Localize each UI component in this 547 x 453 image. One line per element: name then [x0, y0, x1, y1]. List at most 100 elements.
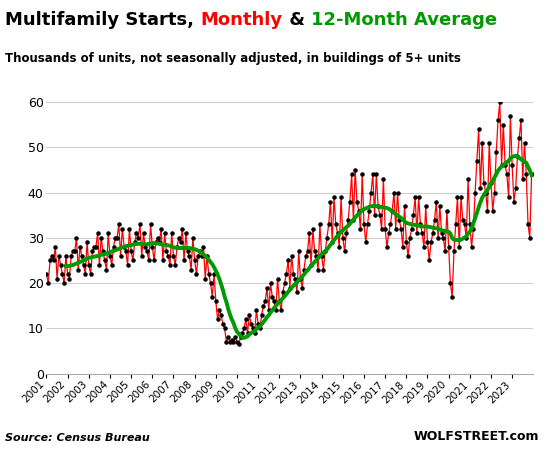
Point [171, 261, 179, 269]
Point [453, 193, 462, 201]
Point [264, 307, 273, 314]
Point [202, 252, 211, 260]
Point [490, 189, 499, 196]
Point [513, 153, 522, 160]
Point [391, 225, 400, 232]
Point [45, 257, 54, 264]
Point [377, 225, 386, 232]
Point [483, 207, 492, 214]
Point [206, 280, 215, 287]
Point [353, 198, 362, 205]
Point [106, 252, 114, 260]
Point [476, 184, 485, 192]
Point [81, 270, 90, 278]
Point [83, 239, 91, 246]
Point [508, 162, 516, 169]
Point [97, 234, 106, 241]
Point [480, 180, 488, 187]
Point [425, 257, 434, 264]
Point [312, 252, 321, 260]
Point [317, 252, 326, 260]
Point [98, 248, 107, 255]
Point [414, 193, 423, 201]
Point [190, 257, 199, 264]
Point [194, 252, 202, 260]
Point [144, 257, 153, 264]
Point [225, 338, 234, 346]
Point [280, 280, 289, 287]
Point [501, 162, 509, 169]
Text: Multifamily Starts,: Multifamily Starts, [5, 11, 201, 29]
Point [492, 148, 501, 155]
Point [362, 239, 370, 246]
Point [448, 293, 457, 300]
Point [197, 252, 206, 260]
Point [55, 252, 63, 260]
Point [100, 257, 109, 264]
Point [164, 252, 173, 260]
Point [278, 289, 287, 296]
Point [238, 329, 247, 337]
Point [182, 230, 190, 237]
Point [520, 139, 529, 146]
Point [400, 202, 409, 210]
Point [434, 234, 443, 241]
Point [328, 239, 336, 246]
Point [515, 135, 523, 142]
Point [421, 202, 430, 210]
Point [273, 275, 282, 282]
Point [526, 234, 534, 241]
Point [229, 338, 238, 346]
Point [234, 341, 243, 348]
Point [354, 207, 363, 214]
Point [342, 230, 351, 237]
Point [335, 243, 344, 251]
Point [298, 284, 307, 291]
Point [139, 230, 148, 237]
Point [471, 189, 480, 196]
Point [166, 261, 174, 269]
Point [420, 243, 428, 251]
Point [301, 252, 310, 260]
Point [208, 293, 217, 300]
Point [523, 221, 532, 228]
Point [42, 270, 51, 278]
Text: Source: Census Bureau: Source: Census Bureau [5, 433, 150, 443]
Point [231, 334, 240, 341]
Point [192, 270, 201, 278]
Point [125, 225, 134, 232]
Point [388, 207, 397, 214]
Point [372, 171, 381, 178]
Point [497, 162, 506, 169]
Point [141, 243, 150, 251]
Point [266, 280, 275, 287]
Point [56, 261, 65, 269]
Point [395, 216, 404, 223]
Point [382, 243, 391, 251]
Point [104, 230, 113, 237]
Point [323, 234, 331, 241]
Point [408, 225, 416, 232]
Point [462, 234, 470, 241]
Point [423, 239, 432, 246]
Point [347, 171, 356, 178]
Point [159, 257, 167, 264]
Point [67, 252, 75, 260]
Point [374, 202, 382, 210]
Point [389, 189, 398, 196]
Point [310, 248, 319, 255]
Point [337, 193, 346, 201]
Point [316, 221, 324, 228]
Point [196, 248, 205, 255]
Point [460, 221, 469, 228]
Point [467, 243, 476, 251]
Point [450, 248, 458, 255]
Point [79, 261, 88, 269]
Point [187, 266, 195, 273]
Point [132, 230, 141, 237]
Point [58, 270, 67, 278]
Point [305, 230, 313, 237]
Point [504, 193, 513, 201]
Point [375, 212, 384, 219]
Point [494, 116, 503, 124]
